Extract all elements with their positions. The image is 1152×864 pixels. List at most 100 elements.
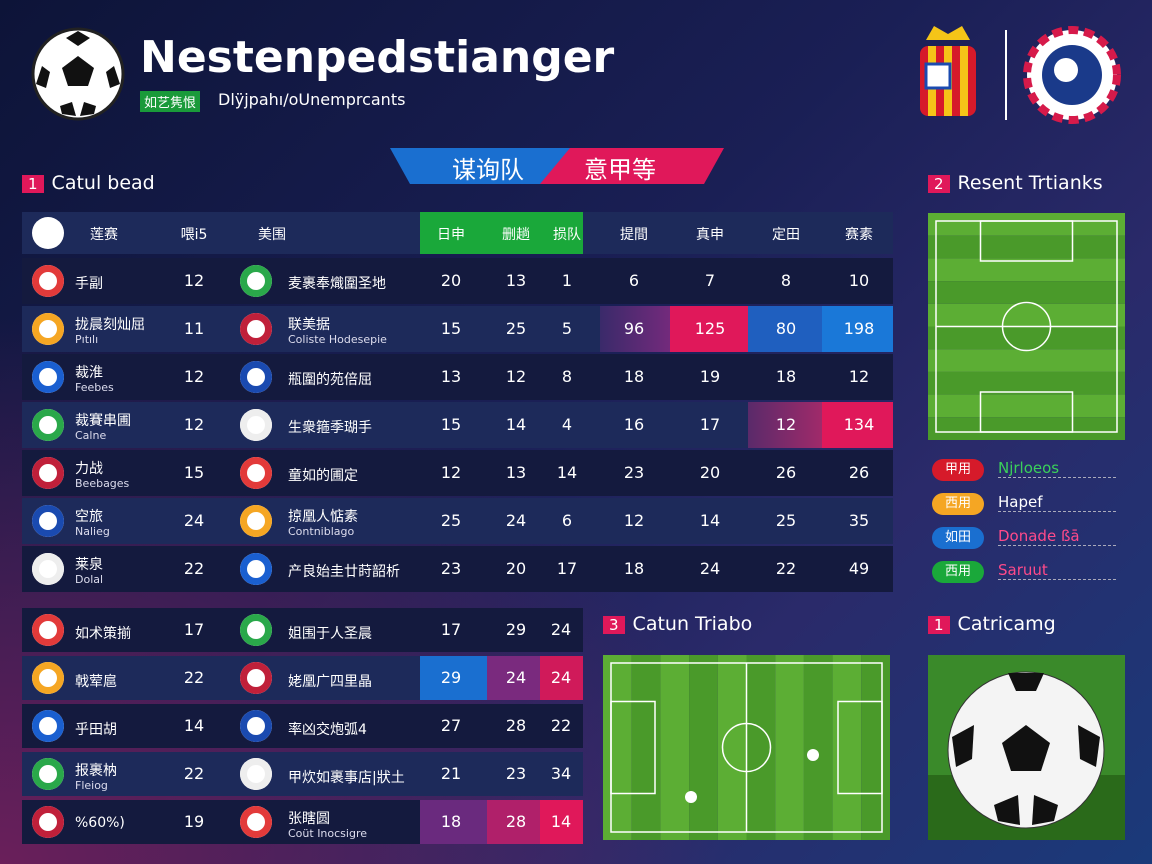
stat: 22: [775, 559, 797, 578]
played: 24: [183, 511, 205, 530]
cell-highlight: [748, 306, 822, 352]
cell-highlight: [487, 656, 540, 700]
played: 22: [183, 764, 205, 783]
stat: 24: [699, 559, 721, 578]
table-row: 莱泉 Dolal 22 产良始圭廿莳韶析 23 20 17 18 24 22 49: [22, 546, 893, 592]
opponent-note: Contniblago: [288, 525, 355, 538]
pitch-line: [928, 349, 1125, 372]
stat: 23: [440, 559, 462, 578]
table-row: 裁賽串圃 Calne 12 生衆箍季瑚手 15 14 4 16 17 12 134: [22, 402, 893, 448]
stat: 25: [505, 319, 527, 338]
pitch-line: [928, 235, 1125, 259]
banner: [390, 148, 724, 184]
stat: 24: [505, 668, 527, 687]
ball-logo: [31, 27, 125, 121]
stat: 29: [440, 668, 462, 687]
stat: 23: [623, 463, 645, 482]
section-label: Catricamg: [957, 613, 1056, 635]
stat: 15: [440, 415, 462, 434]
legend-tag: 西用: [932, 493, 984, 515]
section-label: Resent Trtianks: [957, 172, 1103, 194]
pitch: [603, 655, 890, 840]
pitch-line: [928, 371, 1125, 395]
stat: 80: [775, 319, 797, 338]
team-logo: [32, 710, 64, 742]
team-logo: [32, 265, 64, 297]
title: Nestenpedstianger: [140, 32, 615, 83]
played: 19: [183, 812, 205, 831]
stat: 26: [848, 463, 870, 482]
team-logo: [240, 758, 272, 790]
team-logo: [240, 710, 272, 742]
section-title: 3 Catun Triabo: [603, 613, 752, 635]
stat: 24: [550, 668, 572, 687]
table-row: 报裹枘 Fleiog 22 甲炊如裹事店|狀土 21 23 34: [22, 752, 583, 796]
pitch-line: [721, 722, 772, 773]
pitch-line: [1001, 301, 1052, 352]
table-row: 乎田胡 14 率凶交炮弧4 27 28 22: [22, 704, 583, 748]
played: 11: [183, 319, 205, 338]
stat: 134: [843, 415, 875, 434]
team-name: 裁賽串圃: [75, 413, 131, 429]
team-logo: [240, 614, 272, 646]
stat: 13: [440, 367, 462, 386]
stat: 18: [623, 367, 645, 386]
table-row: 空旅 Nalieg 24 掠凰人惦素 Contniblago 25 24 6 12 14 25 35: [22, 498, 893, 544]
stat: 1: [561, 271, 573, 290]
opponent-name: 童如的圃定: [288, 468, 358, 484]
stat: 8: [780, 271, 792, 290]
legend-tag: 甲用: [932, 459, 984, 481]
stat: 18: [623, 559, 645, 578]
played: 15: [183, 463, 205, 482]
stat: 14: [505, 415, 527, 434]
pitch-line: [928, 213, 1125, 236]
stat: 125: [694, 319, 726, 338]
subtitle: Dlÿjpahı/oUnemprcants: [218, 90, 406, 109]
pitch-line: [660, 655, 690, 840]
team-name: 空旅: [75, 509, 103, 525]
team-logo: [32, 361, 64, 393]
opponent-note: Coüt Inocsigre: [288, 827, 368, 840]
team-name: 如术策揃: [75, 626, 131, 642]
section-number: 1: [22, 175, 44, 193]
pitch-line: [861, 655, 890, 840]
column-header: 喂i5: [180, 227, 208, 243]
stat: 12: [775, 415, 797, 434]
played: 17: [183, 620, 205, 639]
team-logo: [32, 457, 64, 489]
stat: 12: [440, 463, 462, 482]
table-row: 戟荤扈 22 姥凰广四里晶 29 24 24: [22, 656, 583, 700]
column-header: 提間: [620, 227, 648, 243]
pitch-line: [928, 394, 1125, 418]
team-logo: [240, 361, 272, 393]
pitch-line: [631, 655, 661, 840]
cell-highlight: [487, 800, 540, 844]
stat: 26: [775, 463, 797, 482]
stat: 13: [505, 271, 527, 290]
stat: 28: [505, 716, 527, 735]
opponent-name: 张瞎圆: [288, 811, 330, 827]
opponent-name: 瓶圍的苑倍屈: [288, 372, 372, 388]
column-header: 赛素: [845, 227, 873, 243]
played: 12: [183, 415, 205, 434]
pitch-line: [928, 326, 1125, 350]
stat: 24: [505, 511, 527, 530]
stat: 12: [848, 367, 870, 386]
team-logo: [240, 313, 272, 345]
legend-label: Saruut: [998, 561, 1116, 580]
team-logo: [240, 457, 272, 489]
cell-highlight: [540, 800, 583, 844]
team-logo: [240, 806, 272, 838]
section-label: Catul bead: [51, 172, 155, 194]
section-title: 1 Catricamg: [928, 613, 1056, 635]
ball-photo: [928, 655, 1125, 840]
table-row: 如术策揃 17 姐围于人圣晨 17 29 24: [22, 608, 583, 652]
stat: 6: [628, 271, 640, 290]
team-logo: [32, 553, 64, 585]
opponent-name: 麦裹奉熾圍圣地: [288, 276, 386, 292]
column-header: 美围: [258, 227, 286, 243]
section-number: 2: [928, 175, 950, 193]
column-header: 定田: [772, 227, 800, 243]
team-name: 手副: [75, 276, 103, 292]
stat: 15: [440, 319, 462, 338]
